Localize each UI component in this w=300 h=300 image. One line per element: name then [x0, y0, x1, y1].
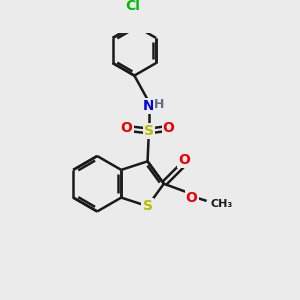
Text: Cl: Cl	[125, 0, 140, 14]
Text: S: S	[142, 199, 153, 213]
Text: O: O	[186, 191, 197, 205]
Text: O: O	[178, 153, 190, 167]
Text: H: H	[154, 98, 164, 111]
Text: O: O	[163, 121, 175, 135]
Text: CH₃: CH₃	[211, 199, 233, 209]
Text: S: S	[144, 124, 154, 138]
Text: O: O	[121, 121, 132, 135]
Text: N: N	[143, 99, 155, 113]
